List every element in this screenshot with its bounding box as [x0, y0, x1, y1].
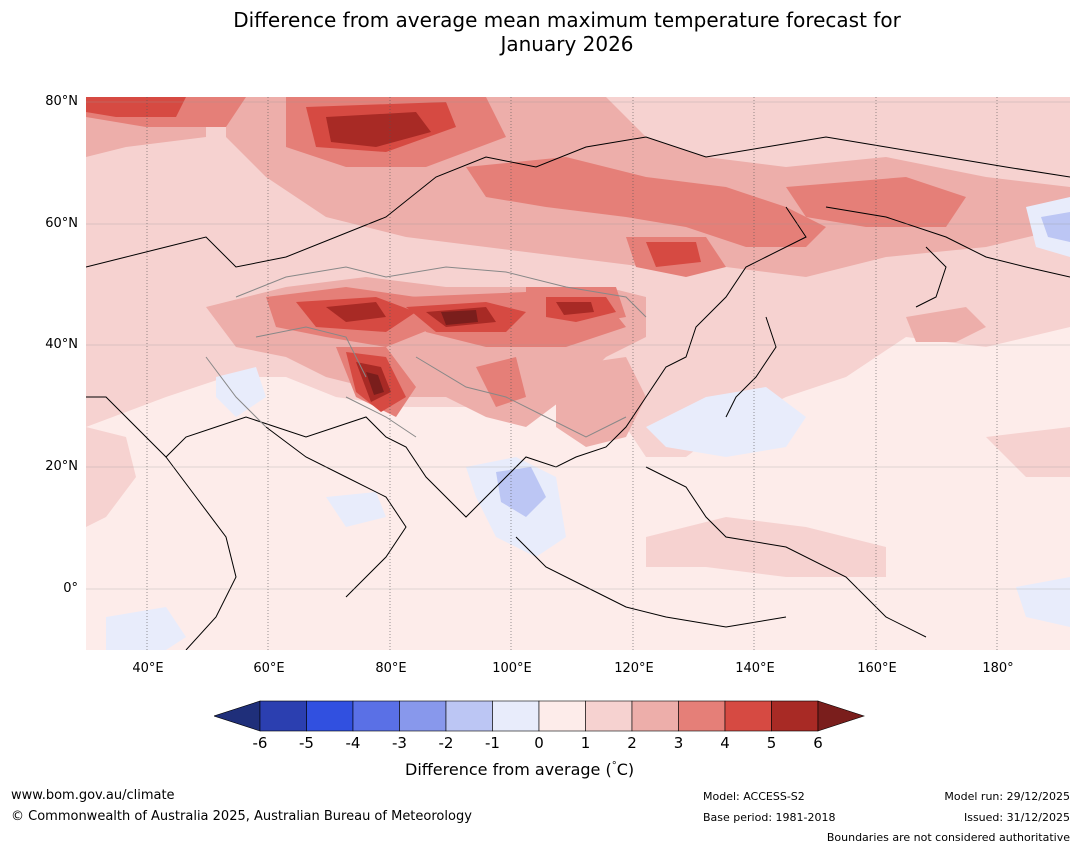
- colorbar-tick-label: -6: [252, 734, 268, 752]
- colorbar-tick-label: 3: [673, 734, 684, 752]
- colorbar-label-suffix: C): [616, 760, 635, 779]
- colorbar-label-prefix: Difference from average (: [405, 760, 612, 779]
- lat-label-40n: 40°N: [45, 337, 78, 352]
- lat-label-0: 0°: [63, 581, 78, 596]
- colorbar-label-degree: °: [611, 760, 617, 772]
- colorbar-tick-label: -3: [392, 734, 407, 752]
- colorbar-tick-label: 5: [766, 734, 777, 752]
- colorbar-extend-low: [214, 700, 261, 732]
- latitude-lines: [86, 101, 1070, 590]
- model-run-text: Model run: 29/12/2025: [944, 790, 1070, 803]
- colorbar-tick-label: 6: [813, 734, 823, 752]
- lon-label-40e: 40°E: [132, 661, 164, 676]
- colorbar-tick-label: -5: [299, 734, 314, 752]
- colorbar-cell: [445, 700, 493, 732]
- lon-label-80e: 80°E: [375, 661, 407, 676]
- colorbar-tick-label: 2: [627, 734, 637, 752]
- lat-label-60n: 60°N: [45, 216, 78, 231]
- forecast-map: [86, 97, 1070, 650]
- map-svg: [86, 97, 1070, 650]
- anomaly-negative-regions: [106, 197, 1070, 650]
- colorbar-cells: [214, 700, 865, 732]
- colorbar-cell: [306, 700, 354, 732]
- colorbar: [214, 700, 865, 732]
- colorbar-label: Difference from average (°C): [405, 760, 634, 779]
- title-line-1: Difference from average mean maximum tem…: [233, 8, 901, 32]
- colorbar-cell: [352, 700, 400, 732]
- lon-label-180: 180°: [982, 661, 1014, 676]
- colorbar-tick-label: -1: [485, 734, 500, 752]
- colorbar-cell: [724, 700, 772, 732]
- colorbar-cell: [492, 700, 540, 732]
- colorbar-tick-label: 0: [534, 734, 544, 752]
- colorbar-cell: [771, 700, 819, 732]
- lat-label-80n: 80°N: [45, 94, 78, 109]
- lon-label-140e: 140°E: [735, 661, 775, 676]
- colorbar-cell: [399, 700, 447, 732]
- model-text: Model: ACCESS-S2: [703, 790, 805, 803]
- colorbar-cell: [585, 700, 633, 732]
- title-line-2: January 2026: [500, 32, 634, 56]
- map-title: Difference from average mean maximum tem…: [0, 8, 1081, 56]
- issued-text: Issued: 31/12/2025: [963, 811, 1070, 824]
- colorbar-tick-label: -4: [345, 734, 361, 752]
- website-link[interactable]: www.bom.gov.au/climate: [11, 788, 175, 803]
- lon-label-160e: 160°E: [857, 661, 897, 676]
- lat-label-20n: 20°N: [45, 459, 78, 474]
- base-period-text: Base period: 1981-2018: [703, 811, 836, 824]
- colorbar-tick-label: -2: [438, 734, 454, 752]
- lon-label-120e: 120°E: [614, 661, 654, 676]
- copyright-text: © Commonwealth of Australia 2025, Austra…: [11, 809, 472, 824]
- disclaimer-text: Boundaries are not considered authoritat…: [826, 831, 1070, 844]
- graticule: [146, 97, 998, 650]
- colorbar-cell: [678, 700, 726, 732]
- colorbar-tick-label: 4: [720, 734, 730, 752]
- colorbar-tick-label: 1: [580, 734, 591, 752]
- anomaly-over-6-regions: [366, 310, 478, 395]
- colorbar-cell: [631, 700, 679, 732]
- colorbar-cell: [259, 700, 307, 732]
- colorbar-cell: [538, 700, 586, 732]
- lon-label-60e: 60°E: [253, 661, 285, 676]
- country-boundaries: [205, 266, 647, 438]
- lon-label-100e: 100°E: [492, 661, 532, 676]
- colorbar-extend-high: [817, 700, 865, 732]
